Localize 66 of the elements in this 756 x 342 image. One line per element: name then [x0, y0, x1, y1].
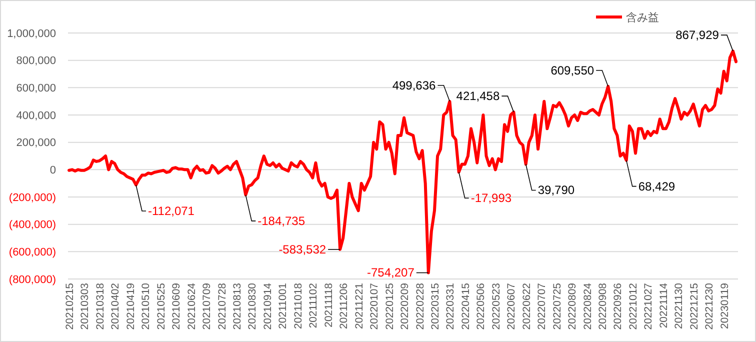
y-tick-label: 800,000	[16, 55, 56, 68]
data-label: -754,207	[367, 266, 415, 280]
y-tick-label: 200,000	[16, 137, 56, 150]
x-tick-label: 20220926	[612, 282, 624, 330]
x-tick-label: 20210215	[64, 282, 76, 330]
x-tick-label: 20210402	[110, 282, 122, 330]
x-tick-label: 20221027	[642, 282, 655, 330]
x-tick-label: 20210609	[170, 282, 183, 330]
x-tick-label: 20211001	[277, 282, 290, 329]
y-tick-label: 1,000,000	[7, 28, 56, 40]
x-tick-label: 20221230	[704, 282, 716, 330]
x-tick-label: 20220809	[566, 282, 579, 330]
x-tick-label: 20220228	[414, 282, 426, 330]
x-tick-label: 20211102	[308, 282, 320, 328]
data-label: 421,458	[456, 89, 500, 104]
data-label: -583,532	[278, 242, 326, 256]
x-tick-label: 20221114	[658, 282, 670, 328]
y-tick-label: 400,000	[16, 110, 56, 122]
x-tick-label: 20220209	[399, 282, 412, 330]
x-tick-label: 20221215	[688, 282, 700, 330]
x-tick-label: 20220315	[429, 282, 442, 330]
x-tick-label: 20220331	[444, 282, 457, 330]
y-tick-label: (600,000)	[8, 246, 56, 259]
data-label: 499,636	[392, 78, 436, 92]
x-tick-label: 20220908	[596, 282, 609, 330]
x-tick-label: 20210813	[232, 282, 244, 330]
data-label: -112,071	[148, 204, 195, 218]
x-tick-label: 20210303	[79, 282, 92, 330]
y-tick-label: (200,000)	[8, 192, 56, 204]
x-tick-label: 20210525	[155, 282, 168, 330]
x-tick-label: 20210709	[201, 282, 214, 330]
x-tick-label: 20210624	[186, 282, 198, 330]
x-tick-label: 20221130	[673, 282, 686, 329]
x-tick-label: 20211118	[322, 282, 335, 328]
y-tick-label: (400,000)	[8, 219, 56, 232]
x-tick-label: 20220824	[582, 282, 594, 330]
x-tick-label: 20210830	[246, 282, 259, 330]
x-tick-label: 20220707	[536, 282, 548, 330]
y-tick-label: (800,000)	[8, 274, 56, 286]
data-label: 867,929	[676, 28, 720, 42]
data-label: -17,993	[470, 191, 512, 206]
x-tick-label: 20230119	[718, 282, 731, 329]
x-tick-label: 20220506	[475, 282, 488, 330]
x-tick-label: 20210419	[124, 282, 137, 330]
x-tick-label: 20220523	[490, 282, 502, 330]
x-tick-label: 20221012	[627, 282, 640, 330]
x-tick-label: 20220125	[384, 282, 396, 330]
x-tick-label: 20210728	[216, 282, 228, 330]
y-tick-label: 600,000	[16, 82, 56, 95]
x-tick-label: 20220415	[460, 282, 472, 330]
data-label: 609,550	[550, 63, 594, 78]
x-tick-label: 20210510	[140, 282, 152, 330]
x-tick-label: 20220622	[520, 282, 533, 330]
data-label: -184,735	[258, 214, 306, 228]
legend-label: 含み益	[626, 10, 659, 24]
x-tick-label: 20210914	[262, 282, 274, 330]
x-tick-label: 20211206	[338, 282, 350, 329]
x-tick-label: 20220607	[506, 282, 518, 330]
x-tick-label: 20211018	[292, 282, 304, 329]
y-tick-label: 0	[50, 164, 56, 177]
data-label: 68,429	[638, 179, 676, 194]
x-tick-label: 20220725	[551, 282, 564, 330]
x-tick-label: 20220107	[368, 282, 381, 330]
x-tick-label: 20210318	[94, 282, 106, 330]
data-label: 39,790	[538, 183, 575, 198]
x-tick-label: 20211221	[353, 282, 366, 329]
